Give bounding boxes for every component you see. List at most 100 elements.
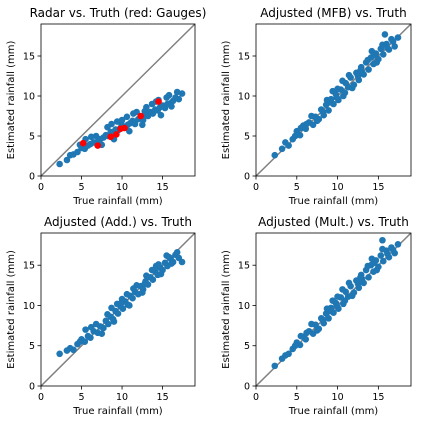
data-point bbox=[384, 250, 391, 258]
data-point bbox=[165, 253, 173, 261]
series-2 bbox=[79, 98, 162, 149]
data-point bbox=[365, 66, 372, 73]
data-point bbox=[365, 273, 372, 281]
data-point bbox=[278, 145, 286, 153]
y-tick-label: 10 bbox=[23, 301, 35, 312]
data-point bbox=[354, 280, 362, 288]
data-point bbox=[92, 320, 100, 328]
data-point bbox=[364, 56, 372, 64]
x-tick-label: 15 bbox=[157, 182, 169, 193]
data-point bbox=[104, 311, 111, 318]
data-point bbox=[155, 261, 162, 268]
data-point bbox=[104, 320, 112, 328]
data-point bbox=[364, 262, 372, 270]
data-point bbox=[313, 117, 321, 125]
data-point bbox=[141, 107, 149, 115]
data-point bbox=[341, 89, 349, 97]
data-point bbox=[303, 120, 310, 128]
data-point bbox=[110, 318, 118, 325]
data-point bbox=[308, 112, 315, 120]
y-tick-label: 10 bbox=[238, 91, 250, 102]
data-point bbox=[98, 330, 106, 337]
scatter-panel-1: 0 5 10 15 0 5 10 15 Radar vs. Truth (red: Gauges… bbox=[6, 6, 206, 207]
y-axis-label: Estimated rainfall (mm) bbox=[6, 41, 17, 160]
identity-line bbox=[41, 24, 195, 176]
data-point bbox=[296, 341, 304, 349]
data-point bbox=[379, 245, 386, 253]
data-point bbox=[297, 124, 305, 132]
y-tick-label: 15 bbox=[23, 51, 35, 62]
data-point bbox=[148, 266, 156, 274]
x-axis-label: True rainfall (mm) bbox=[288, 196, 379, 207]
data-point bbox=[114, 310, 122, 317]
data-point bbox=[339, 77, 346, 85]
data-point bbox=[334, 293, 341, 300]
data-point bbox=[94, 142, 102, 149]
x-tick-label: 15 bbox=[157, 392, 169, 403]
axes-frame bbox=[40, 232, 196, 387]
x-tick-label: 10 bbox=[332, 182, 344, 193]
data-point bbox=[121, 124, 128, 132]
data-point bbox=[130, 285, 137, 292]
x-axis-label: True rainfall (mm) bbox=[288, 406, 379, 417]
data-point bbox=[137, 112, 144, 120]
data-point bbox=[157, 111, 165, 119]
y-tick-label: 0 bbox=[29, 381, 35, 392]
data-point bbox=[285, 350, 292, 358]
x-tick-label: 0 bbox=[253, 392, 259, 403]
x-tick-label: 5 bbox=[294, 392, 300, 403]
x-tick-label: 5 bbox=[79, 392, 85, 403]
x-tick-label: 0 bbox=[253, 182, 259, 193]
data-point bbox=[56, 350, 63, 358]
data-point bbox=[325, 107, 332, 114]
data-point bbox=[63, 156, 71, 164]
data-point bbox=[329, 297, 336, 304]
data-point bbox=[119, 305, 127, 312]
data-point bbox=[108, 304, 115, 312]
data-point bbox=[131, 120, 139, 128]
data-point bbox=[329, 87, 336, 95]
x-tick-label: 10 bbox=[332, 392, 344, 403]
data-point bbox=[313, 327, 321, 334]
data-point bbox=[348, 84, 356, 92]
y-tick-label: 15 bbox=[238, 51, 250, 62]
data-point bbox=[394, 34, 402, 41]
data-point bbox=[141, 280, 149, 288]
data-point bbox=[79, 139, 87, 147]
data-point bbox=[323, 305, 331, 312]
y-tick-label: 0 bbox=[29, 171, 35, 182]
x-axis-label: True rainfall (mm) bbox=[72, 406, 163, 417]
data-point bbox=[87, 133, 95, 141]
y-tick-label: 5 bbox=[244, 131, 250, 142]
y-axis-label: Estimated rainfall (mm) bbox=[221, 250, 232, 369]
data-point bbox=[100, 324, 107, 332]
data-point bbox=[296, 131, 304, 139]
data-point bbox=[357, 67, 364, 74]
data-point bbox=[175, 95, 183, 103]
x-tick-label: 10 bbox=[116, 182, 128, 193]
data-point bbox=[178, 258, 186, 266]
data-point bbox=[285, 142, 292, 149]
data-point bbox=[173, 88, 181, 96]
data-point bbox=[319, 316, 327, 324]
data-point bbox=[341, 297, 349, 304]
x-tick-label: 15 bbox=[372, 182, 384, 193]
data-point bbox=[123, 113, 131, 121]
x-axis-label: True rainfall (mm) bbox=[72, 196, 163, 207]
data-point bbox=[118, 116, 126, 124]
data-point bbox=[271, 151, 279, 159]
data-point bbox=[168, 260, 175, 267]
data-point bbox=[389, 38, 397, 45]
y-tick-label: 15 bbox=[23, 261, 35, 272]
y-tick-label: 5 bbox=[29, 341, 35, 352]
data-point bbox=[81, 338, 89, 346]
data-point bbox=[139, 289, 146, 296]
data-point bbox=[165, 91, 173, 99]
data-point bbox=[339, 286, 346, 293]
data-point bbox=[394, 240, 402, 248]
scatter-panel-4: 0 5 10 15 0 5 10 15 Adjusted (Mult.) vs. Truth Tr… bbox=[221, 215, 412, 417]
y-tick-label: 5 bbox=[244, 341, 250, 352]
data-point bbox=[370, 51, 378, 59]
series-1 bbox=[271, 31, 402, 159]
